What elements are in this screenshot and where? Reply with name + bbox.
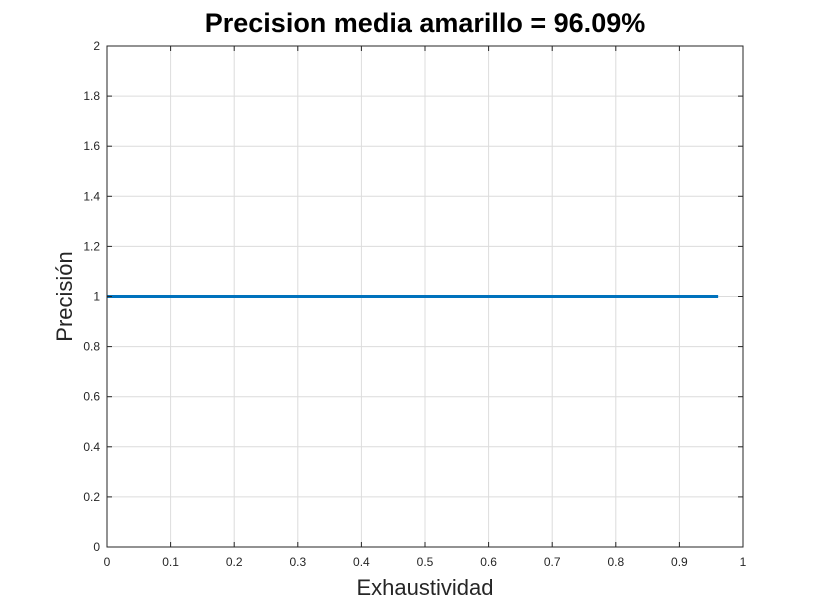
y-tick-label: 0	[93, 540, 100, 554]
x-tick-label: 0.1	[162, 555, 179, 569]
y-tick-label: 0.6	[83, 390, 100, 404]
ticks	[106, 45, 744, 548]
x-axis-label: Exhaustividad	[357, 575, 494, 600]
y-tick-label: 0.8	[83, 340, 100, 354]
x-tick-labels: 0 0.1 0.2 0.3 0.4 0.5 0.6 0.7 0.8 0.9 1	[104, 555, 747, 569]
x-tick-label: 0.7	[544, 555, 561, 569]
x-tick-label: 0.3	[289, 555, 306, 569]
x-tick-label: 0	[104, 555, 111, 569]
y-tick-label: 1.4	[83, 189, 100, 203]
y-tick-label: 0.4	[83, 440, 100, 454]
y-axis-label: Precisión	[52, 251, 77, 341]
x-tick-label: 0.9	[671, 555, 688, 569]
y-tick-label: 1.2	[83, 239, 100, 253]
x-tick-label: 0.6	[480, 555, 497, 569]
x-tick-label: 0.8	[607, 555, 624, 569]
y-tick-label: 0.2	[83, 490, 100, 504]
chart-title: Precision media amarillo = 96.09%	[205, 8, 645, 38]
y-tick-label: 2	[93, 39, 100, 53]
y-tick-label: 1.6	[83, 139, 100, 153]
y-tick-labels: 0 0.2 0.4 0.6 0.8 1 1.2 1.4 1.6 1.8 2	[83, 39, 100, 554]
x-tick-label: 0.2	[226, 555, 243, 569]
x-tick-label: 1	[740, 555, 747, 569]
y-tick-label: 1.8	[83, 89, 100, 103]
x-tick-label: 0.4	[353, 555, 370, 569]
y-tick-label: 1	[93, 290, 100, 304]
x-tick-label: 0.5	[417, 555, 434, 569]
